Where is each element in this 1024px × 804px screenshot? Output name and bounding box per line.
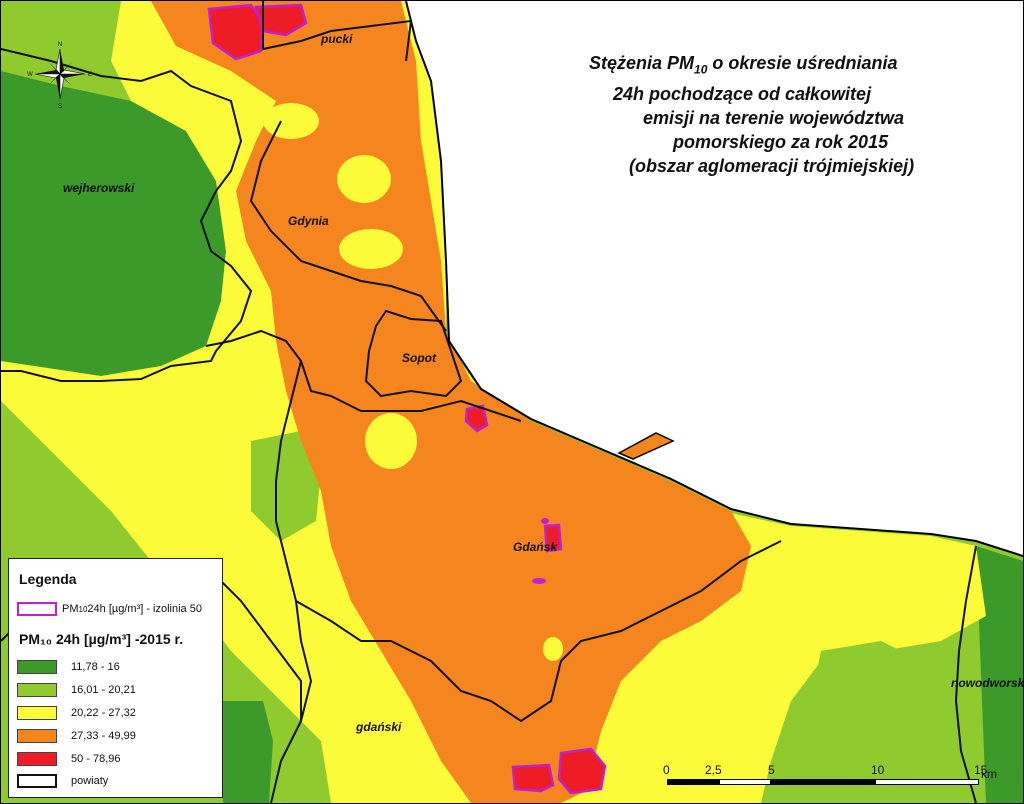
compass-rose-icon: N S E W (27, 42, 92, 109)
scale-label-2: 5 (768, 763, 775, 777)
scale-label-4: 15 (974, 763, 988, 777)
legend-class-swatch (17, 706, 57, 720)
title-line1-sub: 10 (694, 62, 708, 77)
label-pucki: pucki (321, 32, 353, 46)
coastline (405, 1, 1023, 557)
legend-class-row: 11,78 - 16 (17, 660, 120, 674)
zone-dark-green-east (976, 546, 1023, 803)
label-sopot: Sopot (402, 351, 436, 365)
hotspot-magenta-1 (532, 578, 546, 584)
legend-class-swatch (17, 729, 57, 743)
hole-yellow-2 (339, 229, 403, 269)
legend-isoline-swatch (17, 602, 57, 616)
scale-seg-4 (875, 779, 979, 785)
legend-title: Legenda (19, 571, 77, 587)
legend-isoline-label-pre: PM (62, 603, 79, 615)
scale-seg-3 (771, 779, 875, 785)
zone-dark-green-south (223, 701, 273, 803)
legend-pm-title: PM₁₀ 24h [µg/m³] -2015 r. (19, 631, 184, 647)
legend-class-row: 20,22 - 27,32 (17, 706, 136, 720)
legend-class-swatch (17, 752, 57, 766)
hole-yellow-4 (543, 637, 563, 661)
map-title: Stężenia PM10 o okresie uśredniania 24h … (561, 51, 1001, 178)
legend-powiaty-swatch (17, 774, 57, 788)
title-line1-pre: Stężenia PM (589, 53, 695, 73)
hotspot-magenta-2 (541, 518, 549, 524)
legend-isoline-label-post: 24h [µg/m³] - izolinia 50 (87, 603, 202, 615)
legend-class-label: 50 - 78,96 (71, 753, 121, 765)
legend-class-row: 50 - 78,96 (17, 752, 121, 766)
title-line1-post: o okresie uśredniania (707, 53, 898, 73)
hotspot-red-4 (543, 523, 563, 553)
legend-isoline-label-sub: 10 (78, 604, 88, 614)
legend: Legenda PM 10 24h [µg/m³] - izolinia 50 P… (8, 558, 223, 798)
title-line4: pomorskiego za rok 2015 (673, 131, 889, 152)
scale-label-0: 0 (663, 763, 670, 777)
sea (406, 1, 1023, 556)
scale-label-3: 10 (871, 763, 885, 777)
legend-powiaty-label: powiaty (71, 775, 109, 787)
zone-dark-green-west (1, 71, 226, 376)
zone-green-patch-1 (251, 431, 321, 541)
scale-unit: km (981, 767, 997, 781)
scale-seg-1 (667, 779, 719, 785)
legend-class-label: 27,33 - 49,99 (71, 730, 136, 742)
legend-class-label: 20,22 - 27,32 (71, 707, 136, 719)
powiat-boundaries (1, 1, 977, 803)
legend-isoline-row: PM 10 24h [µg/m³] - izolinia 50 (17, 602, 202, 616)
hole-yellow-5 (263, 103, 319, 139)
compass-e: E (88, 72, 92, 78)
compass-w: W (27, 72, 33, 78)
scale-bar: 0 2,5 5 10 15 km (661, 763, 1001, 799)
label-wejherowski: wejherowski (63, 181, 135, 195)
label-gdanski: gdański (356, 720, 402, 734)
legend-class-row: 27,33 - 49,99 (17, 729, 136, 743)
port-pier (617, 432, 675, 460)
legend-class-swatch (17, 683, 57, 697)
compass-n: N (58, 42, 62, 48)
legend-class-label: 16,01 - 20,21 (71, 684, 136, 696)
compass-s: S (58, 104, 62, 109)
title-line3: emisji na terenie województwa (643, 107, 905, 128)
zone-green-patch-2 (811, 641, 941, 761)
zone-orange (151, 1, 751, 803)
legend-powiaty-row: powiaty (17, 774, 108, 788)
label-gdynia: Gdynia (288, 214, 329, 228)
scale-label-1: 2,5 (705, 763, 722, 777)
legend-class-swatch (17, 660, 57, 674)
label-nowodworski: nowodworski (951, 676, 1024, 690)
hole-yellow-3 (365, 413, 417, 469)
hotspot-red-1 (207, 3, 265, 61)
title-line5: (obszar aglomeracji trójmiejskiej) (629, 155, 915, 176)
hotspot-red-5 (511, 763, 555, 793)
hotspot-red-2 (254, 3, 308, 37)
hole-yellow-1 (337, 155, 391, 203)
hotspot-red-6 (557, 747, 607, 795)
scale-seg-2 (719, 779, 771, 785)
title-line2: 24h pochodzące od całkowitej (613, 83, 872, 104)
label-gdansk: Gdańsk (513, 540, 558, 554)
legend-class-label: 11,78 - 16 (71, 661, 120, 673)
legend-class-row: 16,01 - 20,21 (17, 683, 136, 697)
